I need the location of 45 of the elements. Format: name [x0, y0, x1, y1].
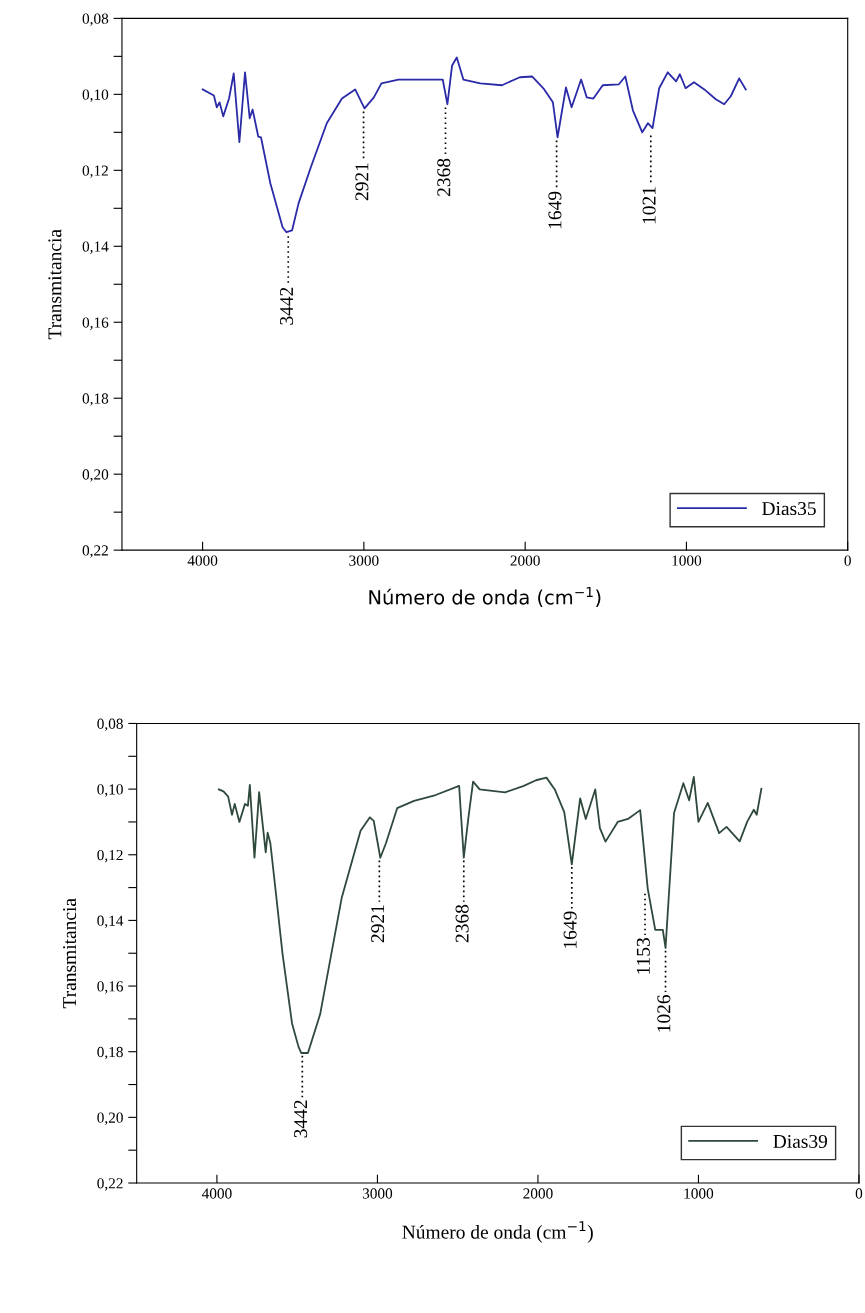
legend-label: Dias39 [773, 1134, 828, 1148]
x-tick-label: 4000 [201, 1188, 232, 1199]
y-axis-title: Transmitancia [63, 898, 77, 1009]
y-tick-label: 0,14 [97, 915, 124, 929]
x-tick-label: 3000 [362, 1188, 393, 1199]
y-tick-label: 0,16 [97, 981, 124, 994]
annotation: 1026 [657, 994, 671, 1032]
y-tick-label: 0,12 [82, 165, 108, 178]
x-axis-title: Número de onda (cm$^{−1}$) [402, 1221, 593, 1243]
annotation: 1649 [548, 191, 562, 229]
x-tick-label: 0 [855, 1188, 863, 1199]
y-tick-label: 0,14 [82, 241, 109, 254]
annotation: 1649 [563, 911, 577, 948]
x-tick-label: 1000 [672, 555, 702, 566]
x-tick-label: 3000 [349, 555, 379, 566]
annotation: 2368 [437, 158, 451, 196]
x-tick-label: 4000 [187, 555, 218, 566]
x-tick-label: 0 [844, 555, 851, 566]
y-tick-label: 0,12 [97, 849, 123, 863]
line-series [217, 776, 763, 1054]
y-tick-label: 0,10 [97, 784, 123, 797]
annotation: 3442 [294, 1100, 308, 1138]
y-tick-label: 0,22 [82, 545, 108, 558]
line-series [201, 56, 747, 234]
y-tick-label: 0,18 [97, 1046, 123, 1060]
y-tick-label: 0,16 [82, 317, 109, 330]
annotation: 2921 [355, 163, 369, 201]
y-tick-label: 0,20 [82, 469, 109, 482]
x-axis-title: Número de onda (cm$^{−1}$) [369, 586, 601, 607]
annotation: 2921 [371, 905, 385, 943]
annotation: 3442 [280, 287, 294, 325]
y-tick-label: 0,08 [82, 13, 109, 27]
x-tick-label: 2000 [523, 1188, 553, 1199]
annotation: 1153 [636, 938, 650, 974]
x-tick-label: 1000 [684, 1188, 714, 1199]
annotation: 2368 [455, 904, 469, 943]
annotation: 1021 [642, 187, 656, 224]
y-tick-label: 0,10 [82, 89, 109, 102]
x-tick-label: 2000 [510, 555, 540, 566]
y-tick-label: 0,18 [82, 393, 109, 406]
y-axis-title: Transmitancia [48, 229, 62, 340]
y-tick-label: 0,20 [97, 1112, 123, 1126]
legend-label: Dias35 [762, 502, 816, 516]
y-tick-label: 0,22 [97, 1178, 123, 1191]
y-tick-label: 0,08 [97, 718, 123, 732]
